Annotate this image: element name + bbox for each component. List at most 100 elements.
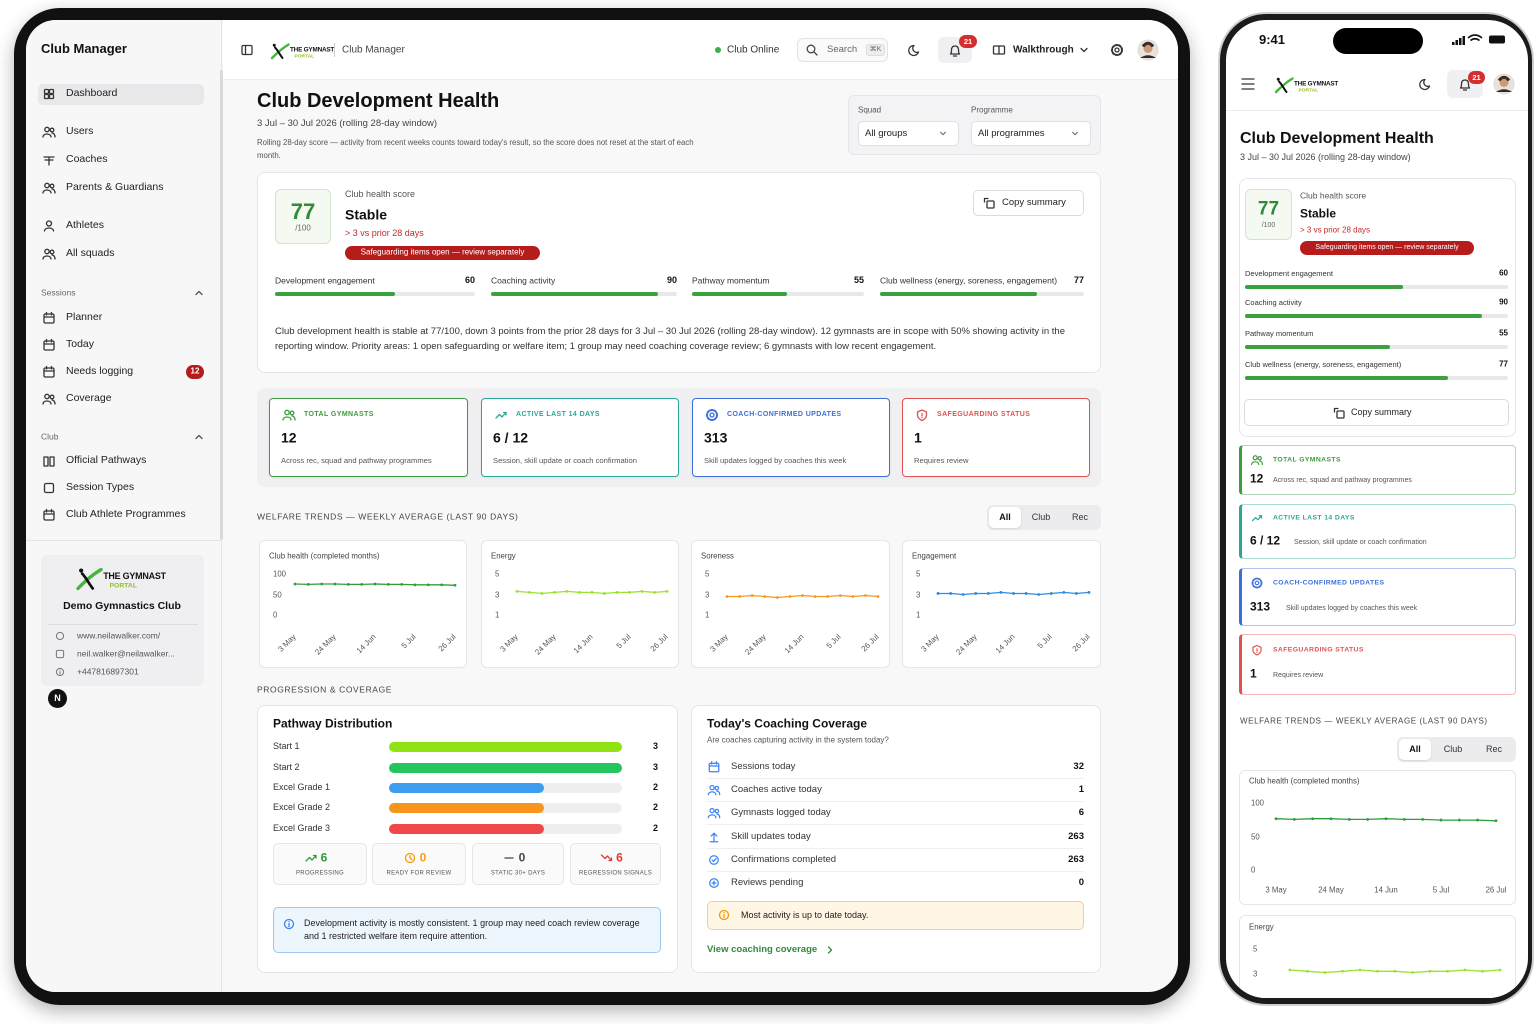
kpi-desc: Requires review <box>914 455 969 465</box>
chart-card <box>691 540 890 668</box>
nav-item[interactable]: Needs logging <box>66 365 134 378</box>
chart-card <box>481 540 679 668</box>
health-card <box>257 172 1101 373</box>
kpi-card <box>1239 445 1516 495</box>
nav-item[interactable]: Session Types <box>66 481 135 494</box>
nav-item[interactable]: All squads <box>66 247 115 260</box>
badge-count: 12 <box>190 366 200 376</box>
contact-phone: +447816897301 <box>77 666 139 677</box>
chart-card <box>902 540 1101 668</box>
score-label: Club health score <box>345 189 416 200</box>
club-card <box>41 555 204 686</box>
dynamic-island <box>1333 28 1423 54</box>
tab[interactable]: Rec <box>1485 743 1503 754</box>
tab[interactable]: Rec <box>1071 511 1089 522</box>
chart-card <box>1239 770 1516 905</box>
y-tick-label: 1 <box>916 610 921 620</box>
row-bar <box>389 742 622 752</box>
alert-text: Safeguarding items open — review separat… <box>360 247 525 257</box>
nav-item[interactable]: Official Pathways <box>66 454 147 467</box>
kpi-desc: Skill updates logged by coaches this wee… <box>704 455 847 465</box>
coverage-value: 6 <box>1078 806 1084 818</box>
metric-value: 60 <box>464 275 475 286</box>
nav-item[interactable]: Dashboard <box>66 87 118 100</box>
avatar-body <box>1496 89 1512 92</box>
breadcrumb-divider <box>334 43 335 57</box>
metric-value: 90 <box>1499 297 1508 307</box>
stat-box <box>472 843 564 885</box>
kpi-value: 12 <box>281 429 297 446</box>
header-divider <box>1226 110 1528 111</box>
metric-name: Development engagement <box>1245 268 1333 278</box>
signal-bar <box>1452 42 1455 45</box>
row-bar <box>389 763 622 773</box>
copy-label: Copy summary <box>1351 407 1412 418</box>
contact-email: neil.walker@neilawalker... <box>77 648 175 659</box>
metric-value: 90 <box>666 275 677 286</box>
tab[interactable]: All <box>999 511 1011 522</box>
y-tick-label: 5 <box>705 569 710 579</box>
nav-item[interactable]: Coaches <box>66 153 108 166</box>
coverage-name: Gymnasts logged today <box>731 806 831 818</box>
coverage-value: 0 <box>1078 876 1084 888</box>
kpi-value: 1 <box>1250 666 1257 681</box>
notification-badge <box>1468 71 1485 84</box>
kpi-value: 12 <box>1250 471 1264 486</box>
kpi-card <box>269 398 468 477</box>
kpi-card <box>1239 504 1516 559</box>
nav-item[interactable]: Today <box>66 338 95 351</box>
row-name: Start 1 <box>273 741 300 752</box>
score-status: Stable <box>1300 206 1337 221</box>
coverage-link[interactable]: View coaching coverage <box>707 943 818 955</box>
x-tick-label: 3 May <box>1265 885 1287 895</box>
nav-item[interactable]: Coverage <box>66 392 112 405</box>
contact-website: www.neilawalker.com/ <box>77 630 161 641</box>
score-change: > 3 vs prior 28 days <box>1300 225 1371 235</box>
section-heading: PROGRESSION & COVERAGE <box>257 684 393 695</box>
row-divider <box>707 801 1084 802</box>
nav-item[interactable]: Users <box>66 125 94 138</box>
row-name: Excel Grade 3 <box>273 823 331 834</box>
metric-name: Coaching activity <box>1245 297 1302 307</box>
nav-item[interactable]: Club Athlete Programmes <box>66 508 186 521</box>
kpi-desc: Requires review <box>1273 672 1324 680</box>
score-value: 77 <box>290 198 316 224</box>
nav-item[interactable]: Athletes <box>66 219 104 232</box>
tab[interactable]: Club <box>1443 743 1463 754</box>
row-name: Excel Grade 2 <box>273 802 331 813</box>
user-initial: N <box>54 692 61 703</box>
avatar-hair <box>1497 75 1511 82</box>
filter-select[interactable] <box>971 121 1091 146</box>
copy-button[interactable] <box>1244 399 1509 426</box>
row-divider <box>707 871 1084 872</box>
sidebar-divider <box>26 540 222 541</box>
y-tick-label: 0 <box>273 610 278 620</box>
walkthrough[interactable]: Walkthrough <box>1013 44 1074 56</box>
row-divider <box>707 824 1084 825</box>
coverage-name: Confirmations completed <box>731 853 837 865</box>
nav-item[interactable]: Planner <box>66 311 103 324</box>
tab-active <box>989 507 1021 528</box>
kpi-value: 6 / 12 <box>493 429 529 446</box>
chart-title: Soreness <box>701 551 734 561</box>
chart-title: Club health (completed months) <box>269 551 380 561</box>
score-box <box>1245 189 1292 240</box>
tab[interactable]: All <box>1409 743 1421 754</box>
kpi-desc: Session, skill update or coach confirmat… <box>493 455 637 465</box>
section-heading: Club <box>41 431 59 442</box>
coverage-name: Reviews pending <box>731 876 804 888</box>
metric-bar <box>880 292 1038 296</box>
row-name: Start 2 <box>273 762 300 773</box>
tab[interactable]: Club <box>1031 511 1051 522</box>
row-value: 3 <box>652 741 658 752</box>
score-label: Club health score <box>1300 190 1367 201</box>
icon <box>1419 78 1431 91</box>
nav-item[interactable]: Parents & Guardians <box>66 181 164 194</box>
signal-bar <box>1462 36 1465 45</box>
logo-swoosh <box>1274 77 1294 94</box>
stat-label: PROGRESSING <box>296 870 344 877</box>
y-tick-label: 5 <box>916 569 921 579</box>
search-placeholder: Search <box>827 43 858 55</box>
copy-button[interactable] <box>973 190 1084 216</box>
